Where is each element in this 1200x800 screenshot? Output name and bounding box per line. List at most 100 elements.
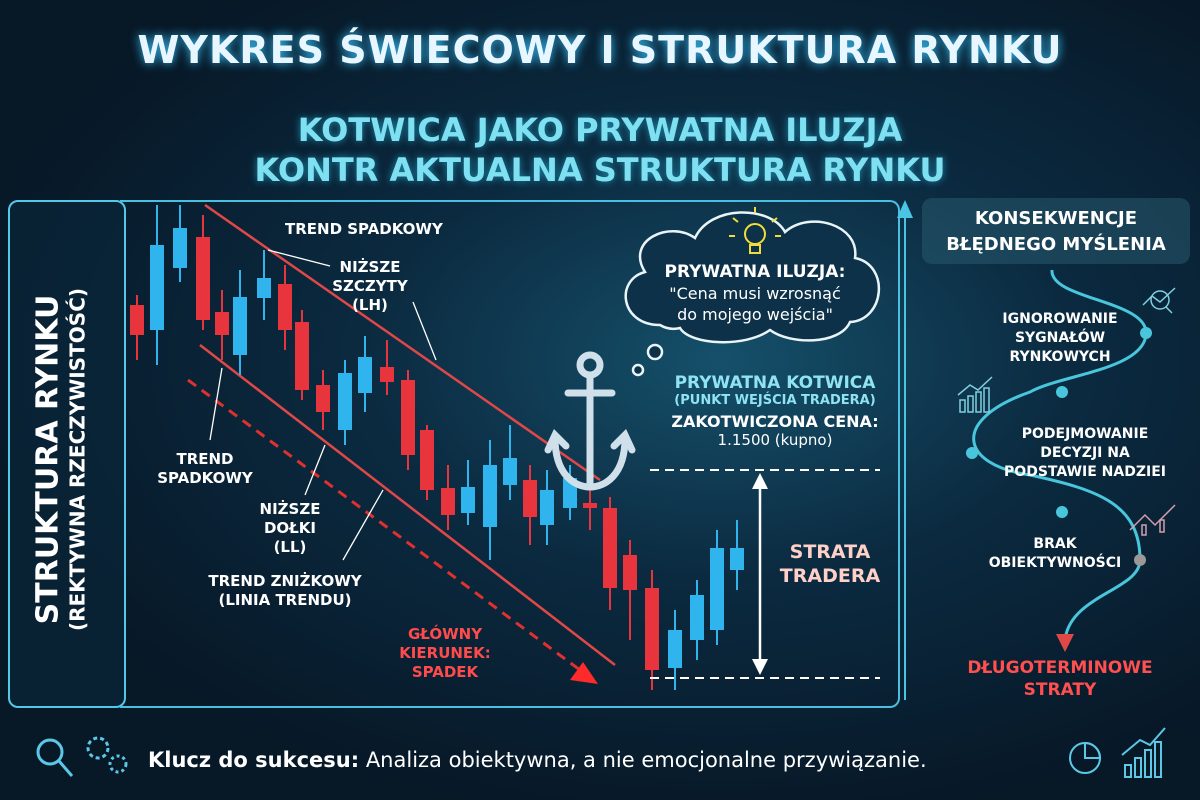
anchor-info: PRYWATNA KOTWICA (PUNKT WEJŚCIA TRADERA)…: [640, 373, 910, 449]
candle-body: [196, 237, 210, 320]
bullish-candle: [730, 520, 744, 590]
bubble-quote: do mojego wejścia": [677, 305, 833, 324]
consequence-step: BRAK OBIEKTYWNOŚCI: [955, 535, 1155, 573]
bubble-heading: PRYWATNA ILUZJA:: [664, 262, 846, 282]
candle-body: [483, 465, 497, 527]
label-line: (LL): [273, 538, 307, 556]
candle-body: [583, 503, 597, 508]
label-line: (LH): [352, 296, 388, 314]
main-direction-arrow: [187, 378, 581, 672]
bullish-candle: [233, 270, 247, 375]
candle-body: [401, 380, 415, 455]
bearish-candle: [523, 465, 537, 545]
candle-body: [316, 385, 330, 412]
trend-chart-icon: [1129, 504, 1176, 536]
label-line: TREND ZNIŻKOWY: [208, 572, 362, 590]
trend-left-label: TREND SPADKOWY: [145, 450, 265, 488]
candle-body: [645, 588, 659, 670]
label-line: NIŻSZE: [259, 500, 321, 518]
bullish-candle: [503, 425, 517, 500]
candle-body: [523, 480, 537, 517]
step-line: SYGNAŁÓW: [1014, 330, 1106, 346]
candle-body: [461, 487, 475, 513]
path-node: [1056, 386, 1068, 398]
lightbulb-icon: [729, 207, 781, 254]
bearish-candle: [215, 290, 229, 360]
bubble-quote: "Cena musi wzrosnąć: [669, 284, 841, 303]
anchor-subtitle: (PUNKT WEJŚCIA TRADERA): [674, 393, 876, 408]
step-line: BRAK: [1033, 536, 1077, 552]
leader-line: [304, 444, 326, 496]
bullish-candle: [668, 610, 682, 690]
label-line: DOŁKI: [263, 519, 317, 537]
arrow-head-icon: [570, 662, 598, 684]
candle-body: [441, 488, 455, 515]
footer-message: Klucz do sukcesu: Analiza obiektywna, a …: [148, 748, 927, 772]
gears-icon: [86, 736, 128, 774]
candle-body: [503, 458, 517, 485]
step-line: PODEJMOWANIE: [1021, 426, 1149, 442]
bearish-candle: [380, 340, 394, 395]
bullish-candle: [710, 530, 724, 645]
bullish-candle: [461, 460, 475, 525]
candle-body: [295, 322, 309, 390]
bearish-candle: [278, 265, 292, 350]
trendline-label: TREND ZNIŻKOWY (LINIA TRENDU): [190, 572, 380, 610]
lower-trendline: [199, 344, 616, 666]
analytics-icon: [1142, 287, 1176, 314]
pie-chart-icon: [1069, 741, 1102, 774]
growth-chart-icon: [1121, 727, 1166, 778]
bearish-candle: [583, 490, 597, 530]
footer-text: Analiza obiektywna, a nie emocjonalne pr…: [359, 748, 927, 772]
label-line: NIŻSZE: [339, 258, 401, 276]
page-title: WYKRES ŚWIECOWY I STRUKTURA RYNKU: [137, 28, 1063, 72]
leader-line: [342, 489, 384, 561]
candle-body: [215, 312, 229, 335]
title-line: BŁĘDNEGO MYŚLENIA: [946, 234, 1166, 255]
bullish-candle: [358, 336, 372, 412]
step-line: DECYZJI NA: [1040, 445, 1130, 461]
label-line: TREND: [176, 450, 234, 468]
anchor-title: PRYWATNA KOTWICA: [674, 373, 876, 393]
chart-frame: [120, 200, 900, 708]
candle-body: [130, 305, 144, 335]
label-line: GŁÓWNY: [407, 625, 483, 643]
bullish-candle: [483, 440, 497, 560]
label-line: STRATA: [789, 541, 871, 563]
arrow-up-icon: [752, 473, 768, 489]
candle-body: [358, 357, 372, 393]
private-illusion-bubble: PRYWATNA ILUZJA: "Cena musi wzrosnąć do …: [635, 262, 875, 325]
candle-body: [540, 490, 554, 525]
magnifier-icon: [36, 738, 74, 777]
leader-line: [267, 249, 331, 267]
step-line: OBIEKTYWNOŚCI: [988, 555, 1122, 571]
lower-highs-label: NIŻSZE SZCZYTY (LH): [330, 258, 410, 315]
label-line: TRADERA: [779, 565, 881, 587]
result-line: STRATY: [1023, 680, 1097, 700]
bullish-candle: [540, 470, 554, 545]
anchor-price: 1.1500 (kupno): [717, 431, 833, 449]
step-line: IGNOROWANIE: [1002, 311, 1118, 327]
candle-body: [668, 630, 682, 668]
cloud-shape: [624, 211, 880, 377]
label-line: (LINIA TRENDU): [218, 591, 352, 609]
subtitle-line: KOTWICA JAKO PRYWATNA ILUZJA: [297, 111, 903, 149]
long-term-losses: DŁUGOTERMINOWE STRATY: [930, 657, 1190, 701]
candle-body: [603, 508, 617, 588]
step-line: PODSTAWIE NADZIEI: [1004, 464, 1166, 480]
path-node: [966, 447, 978, 459]
anchor-icon: [544, 351, 636, 491]
path-node: [1134, 554, 1146, 566]
candle-body: [173, 228, 187, 268]
candle-body: [338, 373, 352, 430]
path-node: [1056, 506, 1068, 518]
candle-body: [233, 297, 247, 355]
side-panel: [8, 200, 126, 708]
label-line: SPADEK: [411, 663, 479, 681]
path-node: [1140, 327, 1152, 339]
bearish-candle: [603, 497, 617, 610]
step-line: RYNKOWYCH: [1009, 349, 1111, 365]
consequence-step: PODEJMOWANIE DECYZJI NA PODSTAWIE NADZIEI: [980, 425, 1190, 482]
bearish-candle: [420, 425, 434, 500]
lower-lows-label: NIŻSZE DOŁKI (LL): [255, 500, 325, 557]
